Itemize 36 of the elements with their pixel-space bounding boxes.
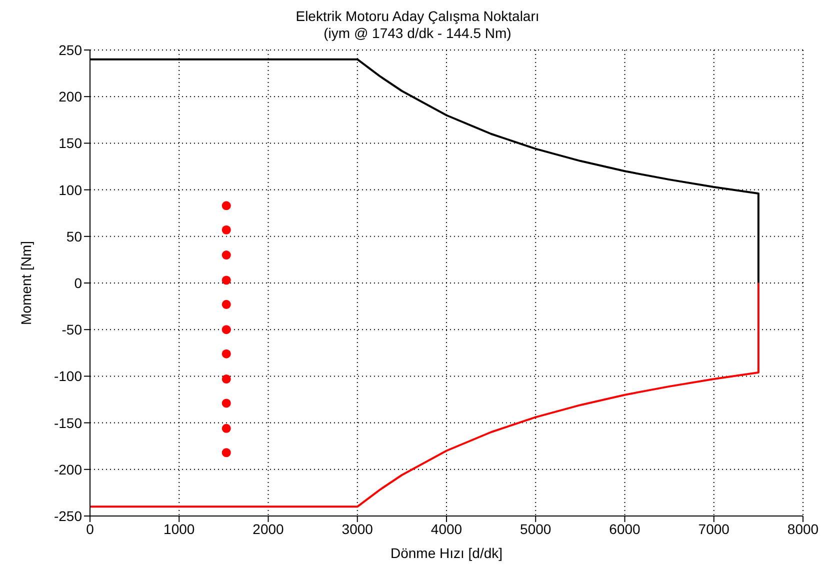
point [222,276,231,285]
point [222,201,231,210]
x-tick-label: 5000 [520,520,552,537]
y-tick-label: -150 [54,414,82,431]
point [222,448,231,458]
x-tick-label: 8000 [787,520,819,537]
point [222,300,231,309]
point [222,250,231,260]
y-tick-label: -50 [62,322,82,338]
x-tick-label: 0 [86,520,94,537]
point [222,349,231,358]
y-tick-label: 0 [74,274,82,291]
y-tick-label: 250 [58,42,82,58]
x-tick-label: 6000 [609,520,641,537]
line-series [90,282,760,508]
y-tick-label: -200 [54,461,82,478]
point [222,374,231,384]
point [222,225,231,234]
y-tick-label: 200 [58,88,82,105]
y-tick-label: 100 [58,182,82,198]
y-tick-label: 150 [58,135,82,152]
x-tick-label: 3000 [342,520,374,537]
chart-title: Elektrik Motoru Aday Çalışma Noktaları [294,8,540,25]
point [222,424,231,433]
y-tick-label: 50 [66,228,82,244]
y-axis-title: Moment [Nm] [18,240,34,326]
x-tick-label: 1000 [164,520,195,537]
point [222,325,231,334]
y-tick-label: -100 [54,368,82,384]
y-tick-label: -250 [54,508,82,524]
x-tick-label: 4000 [430,520,462,537]
chart-subtitle: (iym @ 1743 d/dk - 144.5 Nm) [322,25,512,42]
point [222,398,231,408]
x-axis-title: Dönme Hızı [d/dk] [390,545,503,561]
x-tick-label: 2000 [252,520,284,537]
x-tick-label: 7000 [698,520,730,537]
